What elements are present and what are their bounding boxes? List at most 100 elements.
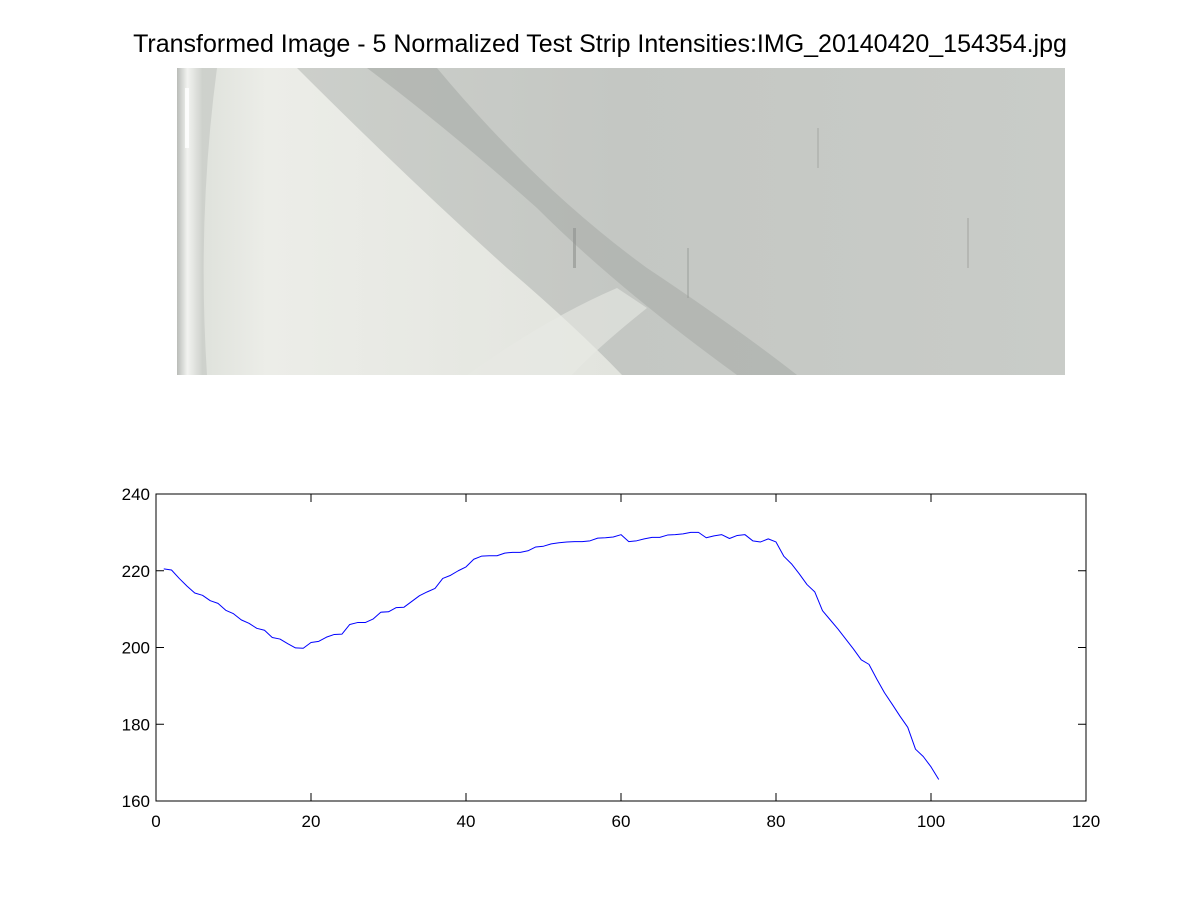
y-tick-label: 160 bbox=[122, 792, 150, 811]
data-point bbox=[543, 546, 544, 547]
x-tick-label: 60 bbox=[612, 812, 631, 831]
data-point bbox=[698, 532, 699, 533]
data-point bbox=[326, 637, 327, 638]
data-point bbox=[775, 541, 776, 542]
data-point bbox=[427, 591, 428, 592]
data-point bbox=[450, 575, 451, 576]
x-tick-label: 0 bbox=[151, 812, 160, 831]
y-tick-label: 200 bbox=[122, 639, 150, 658]
data-point bbox=[489, 555, 490, 556]
data-point bbox=[403, 607, 404, 608]
data-point bbox=[396, 607, 397, 608]
data-point bbox=[853, 648, 854, 649]
data-point bbox=[682, 533, 683, 534]
data-point bbox=[884, 692, 885, 693]
data-point bbox=[496, 555, 497, 556]
data-point bbox=[582, 541, 583, 542]
data-point bbox=[814, 591, 815, 592]
data-point bbox=[597, 538, 598, 539]
data-point bbox=[163, 568, 164, 569]
data-point bbox=[256, 628, 257, 629]
data-point bbox=[667, 534, 668, 535]
data-point bbox=[752, 540, 753, 541]
data-point bbox=[551, 543, 552, 544]
data-point bbox=[675, 534, 676, 535]
data-point bbox=[388, 611, 389, 612]
data-point bbox=[830, 619, 831, 620]
data-point bbox=[434, 588, 435, 589]
data-point bbox=[605, 537, 606, 538]
data-point bbox=[566, 541, 567, 542]
data-point bbox=[876, 678, 877, 679]
data-point bbox=[341, 633, 342, 634]
data-point bbox=[589, 540, 590, 541]
data-point bbox=[574, 541, 575, 542]
data-point bbox=[706, 537, 707, 538]
data-point bbox=[520, 552, 521, 553]
data-point bbox=[225, 610, 226, 611]
data-point bbox=[380, 612, 381, 613]
data-point bbox=[171, 569, 172, 570]
data-point bbox=[365, 622, 366, 623]
data-point bbox=[411, 601, 412, 602]
data-point bbox=[303, 648, 304, 649]
data-point bbox=[241, 619, 242, 620]
data-point bbox=[202, 595, 203, 596]
series-line bbox=[163, 531, 940, 780]
data-point bbox=[799, 573, 800, 574]
data-point bbox=[442, 578, 443, 579]
data-point bbox=[690, 532, 691, 533]
data-point bbox=[768, 538, 769, 539]
data-point bbox=[760, 541, 761, 542]
x-tick-label: 20 bbox=[302, 812, 321, 831]
x-tick-label: 80 bbox=[767, 812, 786, 831]
data-point bbox=[357, 622, 358, 623]
data-point bbox=[899, 716, 900, 717]
data-point bbox=[930, 766, 931, 767]
data-point bbox=[729, 538, 730, 539]
figure-title: Transformed Image - 5 Normalized Test St… bbox=[133, 30, 1067, 58]
data-point bbox=[349, 624, 350, 625]
data-point bbox=[179, 578, 180, 579]
data-point bbox=[535, 546, 536, 547]
plot-area-box bbox=[155, 493, 1087, 802]
data-point bbox=[868, 664, 869, 665]
data-point bbox=[628, 541, 629, 542]
data-point bbox=[744, 534, 745, 535]
data-point bbox=[186, 586, 187, 587]
data-point bbox=[481, 556, 482, 557]
data-point bbox=[907, 727, 908, 728]
y-tick-label: 240 bbox=[122, 485, 150, 504]
data-point bbox=[938, 779, 939, 780]
data-point bbox=[721, 534, 722, 535]
test-strip-image bbox=[177, 68, 1065, 375]
data-point bbox=[892, 704, 893, 705]
data-point bbox=[264, 630, 265, 631]
test-strip-photo-icon bbox=[177, 68, 1065, 375]
data-point bbox=[465, 566, 466, 567]
data-point bbox=[217, 603, 218, 604]
data-point bbox=[318, 641, 319, 642]
data-point bbox=[644, 538, 645, 539]
data-point bbox=[791, 563, 792, 564]
data-point bbox=[527, 550, 528, 551]
data-point bbox=[194, 592, 195, 593]
data-point bbox=[504, 553, 505, 554]
data-point bbox=[473, 559, 474, 560]
data-point bbox=[248, 623, 249, 624]
x-tick-label: 100 bbox=[917, 812, 945, 831]
data-point bbox=[845, 638, 846, 639]
series-group bbox=[163, 531, 940, 780]
data-point bbox=[295, 647, 296, 648]
data-point bbox=[279, 638, 280, 639]
data-point bbox=[558, 542, 559, 543]
data-point bbox=[372, 619, 373, 620]
data-point bbox=[210, 600, 211, 601]
y-tick-label: 220 bbox=[122, 562, 150, 581]
data-point bbox=[458, 570, 459, 571]
data-point bbox=[310, 642, 311, 643]
data-point bbox=[915, 749, 916, 750]
data-point bbox=[287, 643, 288, 644]
data-point bbox=[651, 537, 652, 538]
